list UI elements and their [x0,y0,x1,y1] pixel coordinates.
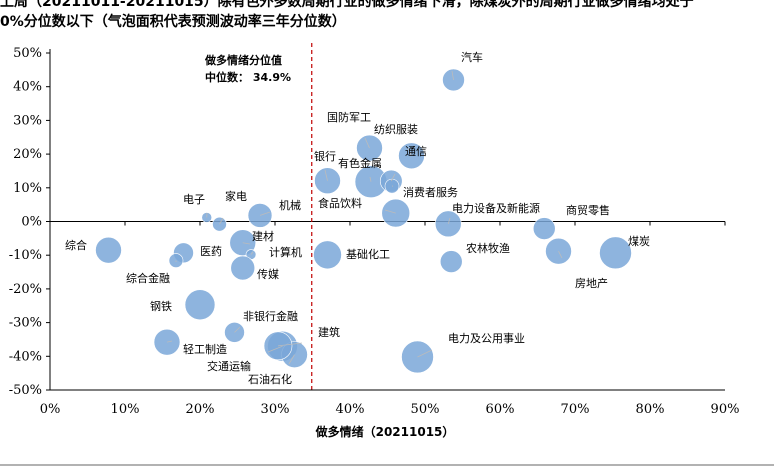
y-tick-label: 20% [13,147,42,162]
leader-line [324,169,328,181]
bubble-point [599,236,632,270]
x-tick-label: 50% [411,402,440,417]
leader-line [259,211,271,216]
y-tick-label: -50% [9,383,42,398]
x-tick-label: 80% [636,402,665,417]
leader-line [234,326,241,333]
bubble-label: 通信 [405,145,427,158]
bubble-label: 石油石化 [248,372,292,386]
leader-line [451,70,454,81]
bubble-label: 纺织服装 [374,122,418,136]
bubble-label: 医药 [200,245,222,258]
bubble-label: 建筑 [318,325,340,339]
bubble-label: 商贸零售 [566,203,610,217]
bubble-label: 家电 [225,189,247,203]
y-tick-label: -30% [9,316,42,331]
leader-line [384,209,396,214]
bubble-label: 轻工制造 [183,342,227,356]
bubble-label: 基础化工 [346,247,390,261]
bubble-point [230,255,256,281]
bubble-label: 农林牧渔 [466,241,510,255]
bubble-label: 非银行金融 [243,309,298,323]
header-line-1: 上周（20211011-20211015）除有色外多数周期行业的做多情绪下滑，除… [0,0,694,10]
leader-line [558,250,563,259]
y-tick-label: -10% [9,248,42,263]
bubble-label: 国防军工 [327,110,371,124]
x-tick-label: 10% [111,402,140,417]
bubble-point [532,217,556,240]
leader-line [369,176,372,182]
y-tick-label: -40% [9,349,42,364]
bubble-label: 消费者服务 [403,185,458,199]
x-tick-label: 70% [561,402,590,417]
leader-line [242,242,251,245]
y-tick-label: 40% [13,80,42,95]
x-tick-label: 30% [261,402,290,417]
y-tick-label: -20% [9,282,42,297]
leader-line [407,147,412,156]
header-line-2: 0%分位数以下（气泡面积代表预测波动率三年分位数） [0,14,346,30]
x-tick-label: 90% [711,402,740,417]
bubble-label: 汽车 [461,50,483,64]
y-tick-label: 10% [13,181,42,196]
median-annotation-title: 做多情绪分位值 [204,53,282,67]
bubble-label: 计算机 [269,245,302,259]
bubble-label: 电子 [183,193,205,206]
median-annotation-value: 中位数： 34.9% [205,70,291,84]
y-tick-label: 0% [21,215,42,230]
bubble-label: 煤炭 [628,235,650,248]
bubble-label: 综合金融 [126,271,170,285]
leader-line [267,345,283,353]
bubble-label: 房地产 [575,276,608,290]
bubble-label: 交通运输 [207,359,251,373]
bubble-point [184,289,216,321]
bubble-label: 建材 [252,229,274,243]
bubble-label: 电力设备及新能源 [452,201,540,215]
x-tick-label: 0% [40,402,61,417]
leader-line [250,251,254,255]
bubble-label: 机械 [279,198,301,212]
bubble-label: 有色金属 [338,156,382,170]
leader-line [417,349,433,358]
leader-line [166,340,173,343]
leader-line [219,217,224,225]
x-tick-label: 60% [486,402,515,417]
y-tick-label: 50% [13,46,42,61]
leader-line [288,354,295,365]
leader-line [364,137,370,149]
x-tick-label: 40% [336,402,365,417]
y-tick-label: 30% [13,113,42,128]
bubble-label: 钢铁 [150,300,172,313]
leader-line [277,342,303,347]
bubble-label: 电力及公用事业 [448,332,525,345]
x-axis-title: 做多情绪（20211015） [315,424,455,439]
leader-line [390,173,396,182]
x-tick-label: 20% [186,402,215,417]
bubble-label: 传媒 [257,268,279,281]
bubble-label: 综合 [65,238,87,252]
bubble-point [95,236,122,264]
bubble-point [439,250,463,273]
leader-line [447,217,451,224]
bubble-label: 食品饮料 [318,196,362,210]
bubble-point [313,240,342,270]
bubble-label: 银行 [314,149,336,163]
